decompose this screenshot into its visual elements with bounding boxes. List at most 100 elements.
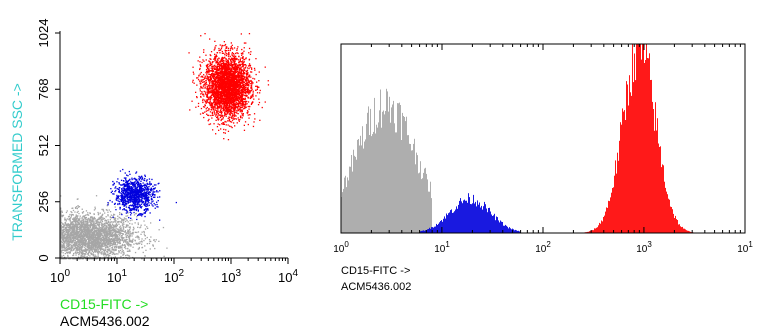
scatter-point <box>74 211 76 213</box>
scatter-point <box>140 213 142 215</box>
scatter-point <box>63 245 65 247</box>
scatter-point <box>133 243 135 245</box>
scatter-point <box>84 218 86 220</box>
scatter-point <box>224 62 226 65</box>
scatter-point <box>93 242 95 244</box>
scatter-point <box>229 89 231 91</box>
scatter-point <box>98 230 100 232</box>
scatter-point <box>123 237 125 239</box>
scatter-point <box>220 73 222 75</box>
scatter-point <box>87 228 89 230</box>
scatter-point <box>108 248 110 250</box>
scatter-point <box>96 235 98 237</box>
scatter-point <box>122 251 124 254</box>
scatter-point <box>126 219 128 221</box>
scatter-point <box>63 234 65 236</box>
scatter-point <box>96 222 98 224</box>
scatter-point <box>128 233 130 235</box>
scatter-point <box>96 241 98 243</box>
scatter-point <box>110 226 112 228</box>
scatter-point <box>127 230 130 232</box>
scatter-point <box>145 195 147 197</box>
scatter-point <box>75 250 77 252</box>
scatter-point <box>89 225 91 228</box>
scatter-point <box>93 258 95 260</box>
scatter-point <box>131 219 133 221</box>
scatter-point <box>112 184 115 186</box>
scatter-point <box>124 234 127 236</box>
scatter-point <box>72 214 74 216</box>
scatter-point <box>84 242 86 244</box>
scatter-point <box>79 253 81 255</box>
scatter-point <box>72 235 74 237</box>
scatter-point <box>84 250 87 252</box>
scatter-point <box>131 195 133 198</box>
scatter-point <box>238 64 240 66</box>
scatter-point <box>73 248 75 250</box>
scatter-point <box>103 229 105 232</box>
scatter-point <box>93 234 95 236</box>
scatter-point <box>219 116 222 118</box>
scatter-point <box>111 223 114 225</box>
scatter-point <box>81 248 83 251</box>
scatter-point <box>132 199 134 201</box>
scatter-point <box>124 188 126 190</box>
scatter-point <box>60 242 62 244</box>
scatter-point <box>144 199 147 201</box>
scatter-point <box>60 224 62 226</box>
scatter-point <box>133 209 136 211</box>
scatter-point <box>125 239 127 241</box>
scatter-point <box>138 190 140 192</box>
scatter-point <box>75 223 77 226</box>
scatter-point <box>130 198 132 200</box>
scatter-point <box>123 177 126 179</box>
scatter-point <box>144 175 146 177</box>
scatter-point <box>65 242 67 244</box>
scatter-point <box>105 244 108 246</box>
scatter-point <box>70 258 72 260</box>
scatter-point <box>130 217 132 219</box>
scatter-point <box>132 189 135 191</box>
scatter-point <box>123 219 125 221</box>
scatter-point <box>63 241 66 244</box>
scatter-point <box>107 219 109 221</box>
scatter-point <box>135 198 137 200</box>
scatter-point <box>106 232 108 234</box>
scatter-point <box>221 69 224 71</box>
scatter-point <box>91 258 94 260</box>
scatter-point <box>202 87 204 89</box>
scatter-point <box>138 179 141 181</box>
scatter-point <box>95 233 98 235</box>
scatter-point <box>103 217 106 220</box>
scatter-point <box>244 84 246 86</box>
scatter-point <box>96 245 98 247</box>
scatter-point <box>215 60 218 62</box>
scatter-point <box>88 251 90 253</box>
scatter-point <box>107 249 109 252</box>
scatter-point <box>121 235 123 237</box>
scatter-point <box>175 201 177 204</box>
scatter-point <box>88 240 90 242</box>
scatter-point <box>70 215 72 217</box>
scatter-point <box>85 217 87 219</box>
scatter-point <box>60 254 62 256</box>
scatter-point <box>64 250 66 252</box>
scatter-point <box>76 250 79 252</box>
scatter-point <box>139 241 141 243</box>
scatter-point <box>140 207 142 209</box>
scatter-point <box>129 186 131 189</box>
scatter-point <box>66 248 69 251</box>
scatter-point <box>139 227 141 229</box>
scatter-point <box>145 205 147 208</box>
scatter-point <box>135 236 137 238</box>
scatter-point <box>73 249 75 251</box>
scatter-point <box>101 214 104 216</box>
scatter-point <box>102 240 104 242</box>
scatter-point <box>147 192 149 195</box>
scatter-point <box>106 209 108 211</box>
scatter-point <box>145 208 147 211</box>
scatter-point <box>95 258 97 260</box>
scatter-point <box>67 226 69 228</box>
scatter-point <box>127 225 129 227</box>
scatter-point <box>96 224 99 226</box>
